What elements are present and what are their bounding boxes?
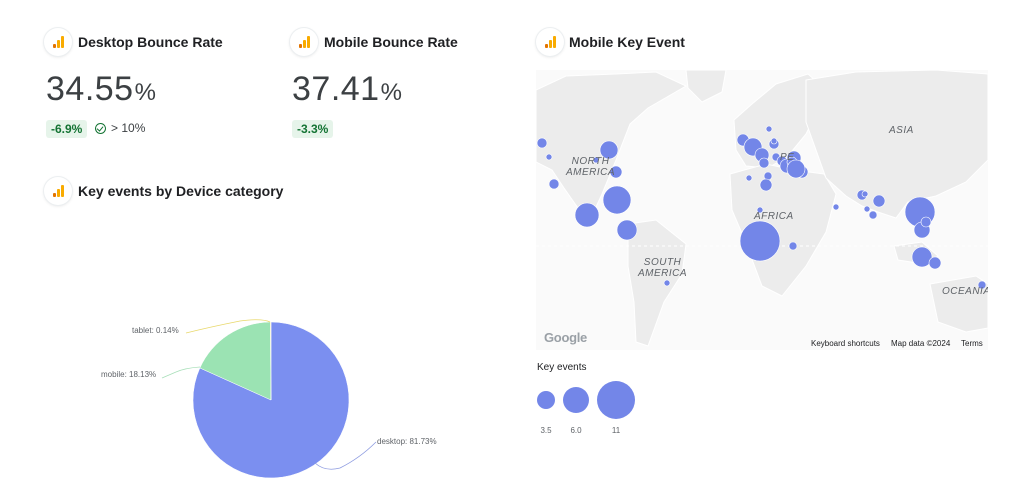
- metric-value: 37.41%: [292, 70, 403, 108]
- map-bubble[interactable]: [920, 216, 932, 228]
- map-bubble[interactable]: [977, 280, 987, 290]
- map-bubble[interactable]: [592, 156, 600, 164]
- leader-line-desktop: [314, 441, 377, 470]
- terms-link[interactable]: Terms: [961, 339, 983, 348]
- map-bubble[interactable]: [759, 178, 773, 192]
- map-bubble[interactable]: [758, 157, 770, 169]
- pie-slice-tablet[interactable]: [270, 321, 272, 401]
- analytics-icon: [290, 28, 318, 56]
- delta-badge: -3.3%: [292, 120, 334, 138]
- map-bubble[interactable]: [545, 153, 553, 161]
- card-title: Mobile Bounce Rate: [324, 34, 458, 50]
- map-bubble[interactable]: [911, 246, 933, 268]
- land-greenland: [685, 70, 727, 103]
- map-canvas: [536, 70, 988, 347]
- map-bubble[interactable]: [863, 205, 871, 213]
- map-bubble[interactable]: [739, 220, 781, 262]
- legend-bubble-small: [537, 391, 555, 409]
- label-europe-partial: PE: [780, 152, 795, 163]
- map-bubble[interactable]: [745, 174, 753, 182]
- analytics-icon: [44, 177, 72, 205]
- delta-badge: -6.9%: [46, 120, 88, 138]
- card-title: Key events by Device category: [78, 183, 284, 199]
- map-bubble[interactable]: [928, 256, 942, 270]
- map-bubble[interactable]: [536, 137, 548, 149]
- legend-bubble-medium: [563, 387, 589, 413]
- metric-value: 34.55%: [46, 70, 157, 108]
- world-map[interactable]: NORTH AMERICA SOUTH AMERICA AFRICA ASIA OC…: [536, 70, 988, 350]
- map-bubble[interactable]: [602, 185, 632, 215]
- map-bubble[interactable]: [548, 178, 560, 190]
- card-title: Mobile Key Event: [569, 34, 685, 50]
- map-bubble[interactable]: [786, 159, 806, 179]
- land-asia: [805, 70, 988, 219]
- pie-label-mobile: mobile: 18.13%: [101, 370, 157, 379]
- keyboard-shortcuts-link[interactable]: Keyboard shortcuts: [811, 339, 880, 348]
- pie-slice-mobile[interactable]: [199, 321, 272, 401]
- target-indicator: > 10%: [95, 121, 145, 135]
- map-bubble[interactable]: [832, 203, 840, 211]
- pie-chart: [161, 319, 377, 479]
- map-bubble[interactable]: [599, 140, 619, 160]
- legend-bubble-large: [597, 381, 635, 419]
- pie-label-tablet: tablet: 0.14%: [132, 326, 179, 335]
- label-asia: ASIA: [889, 125, 914, 136]
- map-bubble[interactable]: [756, 206, 764, 214]
- legend-title: Key events: [537, 362, 587, 373]
- map-bubble[interactable]: [574, 202, 600, 228]
- label-south-america: SOUTH AMERICA: [638, 257, 688, 279]
- label-north-america: NORTH AMERICA: [566, 156, 616, 178]
- map-bubble[interactable]: [861, 190, 869, 198]
- map-bubble[interactable]: [868, 210, 878, 220]
- map-bubble[interactable]: [616, 219, 638, 241]
- label-africa: AFRICA: [754, 211, 794, 222]
- map-data-attribution: Map data ©2024: [891, 339, 951, 348]
- land-australia: [929, 275, 988, 333]
- map-bubble[interactable]: [663, 279, 671, 287]
- label-oceania: OCEANIA: [942, 286, 988, 297]
- analytics-icon: [536, 28, 564, 56]
- google-logo: Google: [544, 330, 587, 345]
- card-title: Desktop Bounce Rate: [78, 34, 223, 50]
- leader-line-tablet: [185, 319, 271, 334]
- analytics-icon: [44, 28, 72, 56]
- map-bubble[interactable]: [872, 194, 886, 208]
- map-bubble[interactable]: [788, 241, 798, 251]
- land-south-america: [627, 219, 687, 347]
- legend-value: 6.0: [570, 426, 582, 435]
- legend-value: 3.5: [540, 426, 552, 435]
- map-bubble[interactable]: [770, 137, 778, 145]
- map-bubble[interactable]: [765, 125, 773, 133]
- pie-label-desktop: desktop: 81.73%: [377, 437, 437, 446]
- map-bubble[interactable]: [609, 165, 623, 179]
- check-circle-icon: [95, 122, 106, 134]
- leader-line-mobile: [161, 366, 201, 379]
- legend-value: 11: [611, 426, 621, 435]
